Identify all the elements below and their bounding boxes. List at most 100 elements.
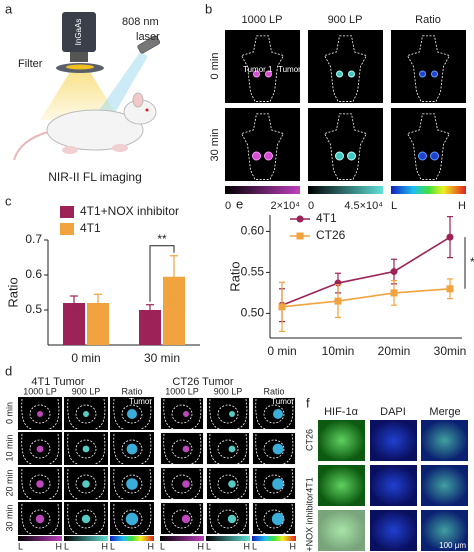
- image: [161, 468, 203, 499]
- colorbar-label: 4.5×10⁴: [344, 200, 383, 212]
- legend-marker: [296, 232, 304, 240]
- column-header: Ratio: [121, 386, 142, 396]
- outline: [217, 404, 239, 424]
- spot: [183, 411, 189, 417]
- colorbar-label: L: [160, 541, 165, 551]
- outline: [263, 404, 285, 424]
- column-header: 1000 LP: [242, 14, 283, 26]
- row-label: 30 min: [4, 504, 14, 531]
- row-label: 30 min: [209, 128, 221, 161]
- x-tick-label: 20min: [378, 344, 411, 358]
- y-tick-label: 0.6: [25, 267, 42, 281]
- colorbar-label: 0: [308, 200, 314, 212]
- significance-bracket: [149, 245, 175, 302]
- spot: [81, 514, 91, 524]
- marker: [278, 303, 286, 311]
- spot: [348, 70, 355, 78]
- colorbar-label: H: [102, 541, 109, 551]
- outline: [240, 113, 285, 180]
- colorbar: [64, 536, 108, 541]
- spot: [126, 478, 138, 490]
- line: [281, 288, 451, 308]
- spot: [35, 514, 45, 524]
- spot: [82, 480, 90, 488]
- x-tick-label: 10min: [322, 344, 355, 358]
- colorbar: [160, 536, 204, 541]
- spot: [181, 514, 191, 524]
- marker: [446, 233, 454, 241]
- spot: [125, 512, 139, 526]
- outline: [255, 398, 294, 430]
- laser-label: laser: [136, 31, 160, 43]
- bar: [139, 310, 161, 345]
- outline: [121, 404, 143, 424]
- colorbar-label: L: [18, 541, 23, 551]
- panel-label: a: [5, 1, 13, 16]
- spot: [36, 445, 44, 453]
- colorbar-label: L: [252, 541, 257, 551]
- tumor-label: Tumor: [129, 397, 152, 406]
- legend-label: 4T1: [80, 221, 101, 235]
- x-tick-label: 30min: [434, 344, 467, 358]
- panel-label: c: [5, 193, 12, 208]
- spot: [273, 409, 283, 419]
- column-header: Ratio: [415, 14, 441, 26]
- spot: [336, 70, 343, 78]
- outline: [67, 503, 106, 535]
- outline: [113, 398, 152, 430]
- x-tick-label: 0 min: [267, 344, 296, 358]
- colorbar-label: L: [64, 541, 69, 551]
- outline: [75, 439, 97, 459]
- image: [308, 30, 383, 103]
- image: [318, 510, 365, 551]
- marker: [390, 268, 398, 276]
- outline: [67, 468, 106, 500]
- colorbar-label: L: [206, 541, 211, 551]
- outline: [217, 509, 239, 529]
- y-tick-label: 0.5: [25, 302, 42, 316]
- outline: [209, 433, 248, 465]
- legend-label: 4T1+NOX inhibitor: [80, 204, 179, 218]
- colorbar: [225, 186, 300, 194]
- colorbar: [308, 186, 383, 194]
- colorbar-label: 2×10⁴: [270, 200, 300, 212]
- row-label: 0 min: [209, 53, 221, 80]
- colorbar: [252, 536, 296, 541]
- line: [281, 236, 451, 306]
- y-tick-label: 0.7: [25, 232, 42, 246]
- outline: [67, 398, 106, 430]
- marker: [446, 285, 454, 293]
- tumor-label: Tumor 2: [278, 65, 308, 74]
- image: [391, 30, 466, 103]
- spot: [430, 151, 439, 161]
- outline: [171, 509, 193, 529]
- group-title: CT26 Tumor: [172, 376, 233, 388]
- outline: [121, 439, 143, 459]
- colorbar-label: H: [148, 541, 155, 551]
- outline: [323, 113, 368, 180]
- colorbar-label: H: [244, 541, 251, 551]
- panel-label: b: [205, 1, 212, 16]
- image: [207, 468, 249, 499]
- outline: [209, 398, 248, 430]
- image: [421, 420, 468, 461]
- column-header: 1000 LP: [23, 386, 57, 396]
- outline: [171, 404, 193, 424]
- outline: [163, 433, 202, 465]
- colorbar-label: H: [290, 541, 297, 551]
- spot: [272, 478, 284, 490]
- panel-label: d: [5, 363, 12, 378]
- legend-label: 4T1: [316, 211, 337, 225]
- outline: [29, 509, 51, 529]
- y-axis-label: Ratio: [5, 277, 20, 307]
- legend-swatch: [60, 206, 74, 218]
- outline: [29, 404, 51, 424]
- legend-swatch: [60, 223, 74, 235]
- spot: [335, 151, 344, 161]
- row-label: 0 min: [4, 402, 14, 424]
- outline: [323, 35, 368, 102]
- outline: [75, 509, 97, 529]
- outline: [171, 439, 193, 459]
- tumor-label: Tumor 1: [243, 65, 273, 74]
- colorbar-label: H: [56, 541, 63, 551]
